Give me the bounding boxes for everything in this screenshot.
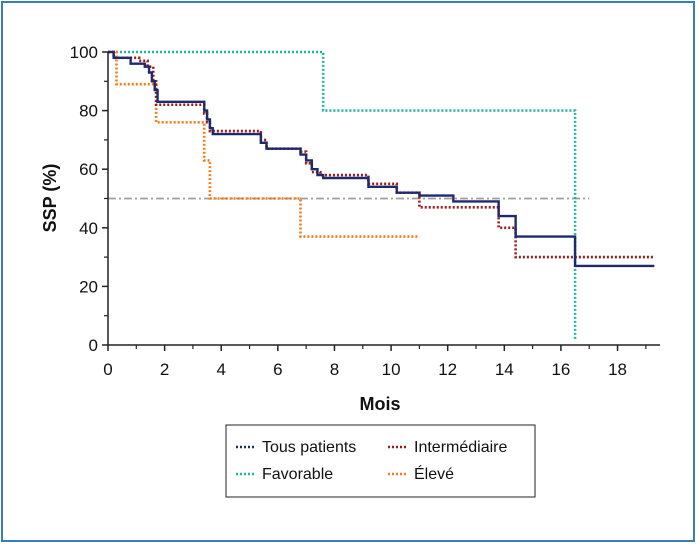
x-tick-label: 6 [273,360,282,379]
y-tick-label: 0 [89,336,98,355]
x-tick-label: 4 [216,360,225,379]
x-tick-label: 18 [608,360,627,379]
x-tick-label: 16 [551,360,570,379]
legend-label-intermediaire: Intermédiaire [414,439,507,456]
x-tick-label: 8 [330,360,339,379]
y-tick-label: 20 [79,277,98,296]
legend-label-eleve: Élevé [414,464,454,483]
y-tick-label: 60 [79,160,98,179]
series-line-eleve [108,50,420,238]
legend: Tous patients Intermédiaire Favorable Élevé [225,424,536,498]
x-tick-label: 10 [382,360,401,379]
x-tick-label: 14 [495,360,514,379]
plot-lines [108,50,655,340]
y-tick-label: 40 [79,219,98,238]
y-tick-label: 80 [79,102,98,121]
series-line-favorable [108,50,577,340]
series-line-tous-patients [108,50,655,268]
legend-label-tous-patients: Tous patients [262,439,356,456]
legend-box [225,424,536,498]
y-axis-title: SSP (%) [40,164,60,233]
legend-items: Tous patients Intermédiaire Favorable Élevé [236,439,507,483]
x-tick-label: 0 [103,360,112,379]
y-tick-label: 100 [70,43,98,62]
legend-label-favorable: Favorable [262,466,333,483]
series-line-intermediaire [108,50,655,259]
x-axis-title: Mois [359,394,400,414]
ticks: 0 2 4 6 8 10 12 14 16 18 0 20 40 60 80 100 [70,43,647,379]
x-tick-label: 12 [438,360,457,379]
x-tick-label: 2 [160,360,169,379]
